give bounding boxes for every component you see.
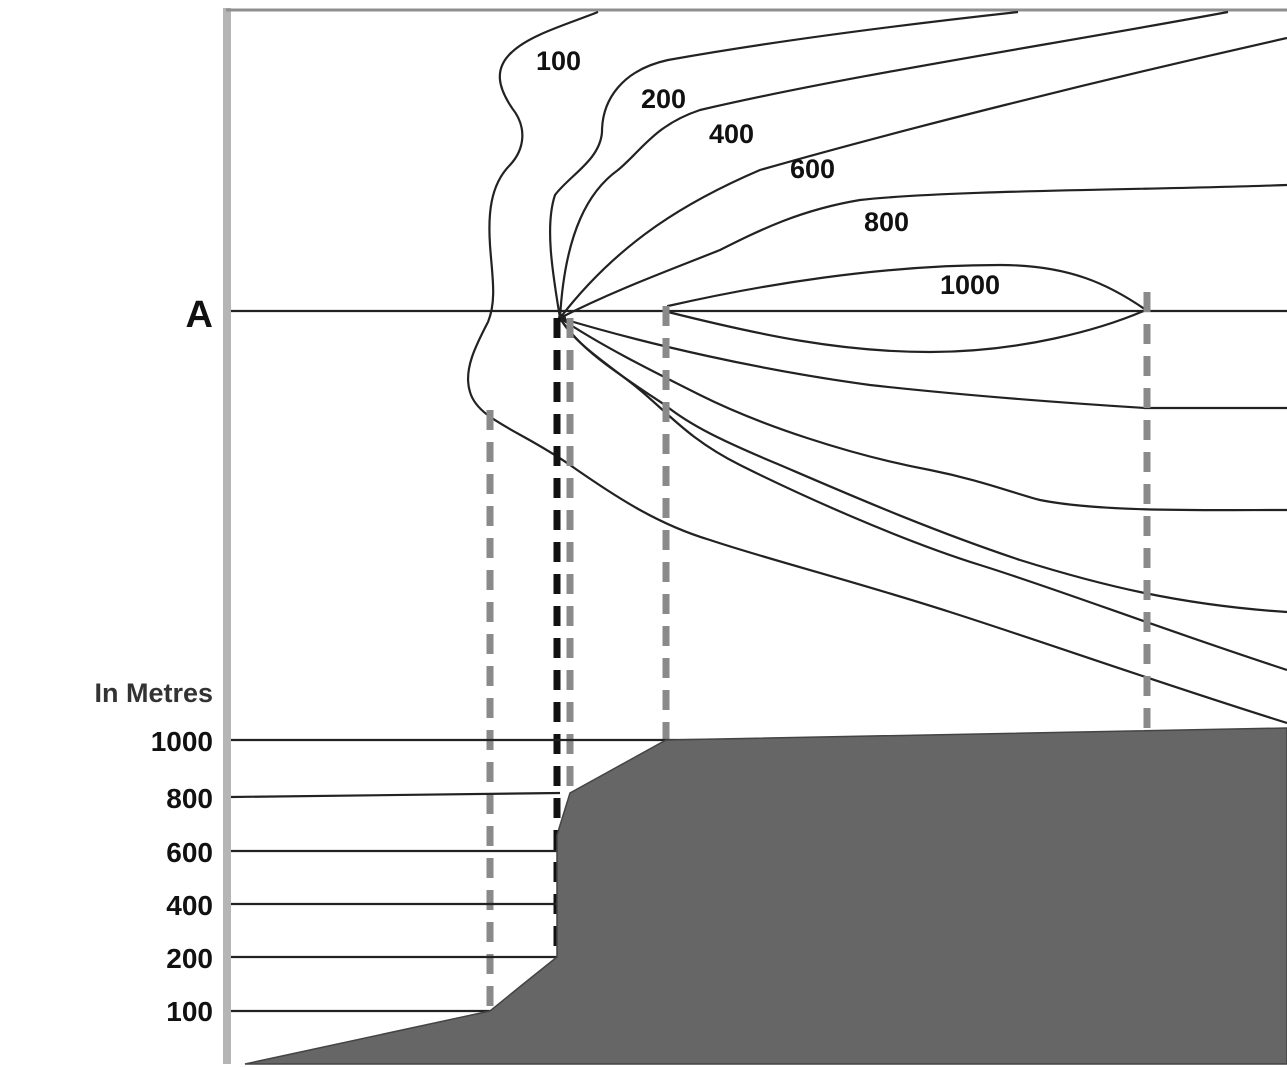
height-line-800: [230, 791, 561, 799]
height-label-600: 600: [166, 837, 213, 868]
height-label-1000: 1000: [151, 726, 213, 757]
height-label-800: 800: [166, 783, 213, 814]
height-label-100: 100: [166, 996, 213, 1027]
height-label-400: 400: [166, 890, 213, 921]
contour-100: [466, 10, 1287, 725]
contour-labels: 100 200 400 600 800 1000: [536, 46, 1000, 300]
contour-label-600: 600: [790, 154, 835, 184]
contour-label-100: 100: [536, 46, 581, 76]
profile-unit-label: In Metres: [94, 678, 213, 708]
contour-400: [558, 10, 1287, 614]
contour-label-400: 400: [709, 119, 754, 149]
contour-600: [558, 36, 1287, 512]
contour-label-200: 200: [641, 84, 686, 114]
profile-axis: In Metres 1000 800 600 400 200 100: [94, 678, 213, 1027]
frame-left-border: [223, 8, 231, 1064]
contour-label-1000: 1000: [940, 270, 1000, 300]
contour-label-800: 800: [864, 207, 909, 237]
map-frame: [223, 8, 1287, 1064]
contour-1000: [666, 263, 1148, 354]
contour-lines: [466, 10, 1287, 725]
terrain-profile: [244, 727, 1287, 1065]
height-label-200: 200: [166, 943, 213, 974]
section-line-label: A: [186, 294, 213, 336]
